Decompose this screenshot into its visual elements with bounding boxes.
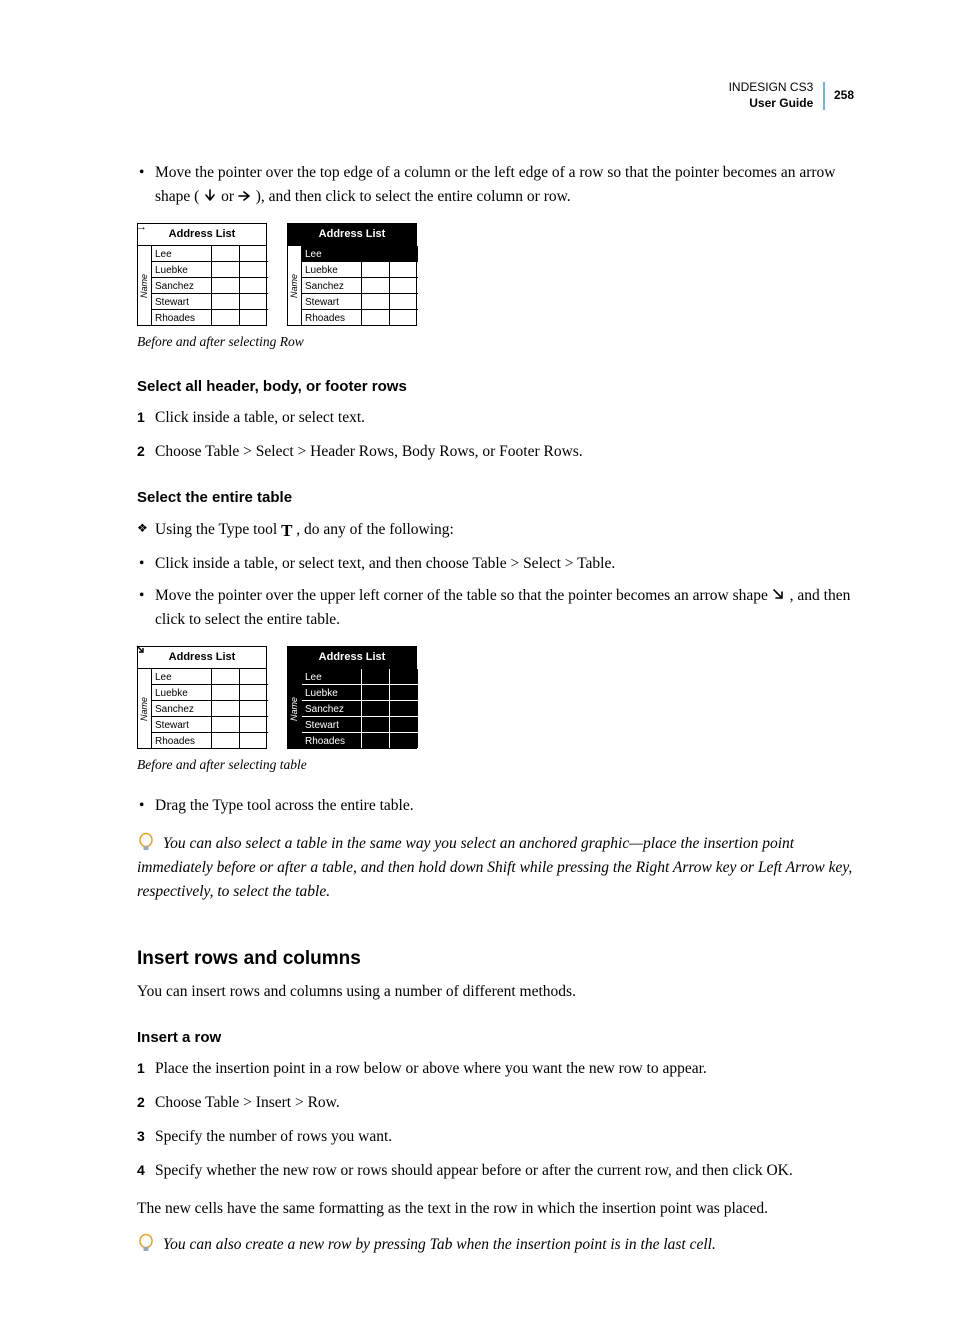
arrow-right-small-icon: →: [136, 222, 147, 233]
step-place-insertion: 1Place the insertion point in a row belo…: [137, 1057, 854, 1081]
heading-select-header-rows: Select all header, body, or footer rows: [137, 375, 854, 398]
heading-insert-rows-columns: Insert rows and columns: [137, 944, 854, 973]
table-after-row: Address List Name Lee Luebke Sanchez Ste…: [287, 223, 417, 326]
bullet-select-table-menu: Click inside a table, or select text, an…: [137, 552, 854, 576]
heading-insert-row: Insert a row: [137, 1026, 854, 1049]
arrow-down-icon: [203, 189, 217, 203]
table-before-all: Address List Name Lee Luebke Sanchez Ste…: [137, 646, 267, 749]
lightbulb-icon: [137, 1233, 155, 1255]
arrow-diag-small-icon: [136, 645, 146, 655]
arrow-diagonal-icon: [772, 588, 786, 602]
table-before-row: → Address List Name Lee Luebke Sanchez S…: [137, 223, 267, 326]
heading-select-entire-table: Select the entire table: [137, 486, 854, 509]
tip-tab-new-row: You can also create a new row by pressin…: [137, 1233, 854, 1257]
section-intro: You can insert rows and columns using a …: [137, 980, 854, 1004]
header-doc: User Guide: [749, 96, 813, 110]
type-tool-icon: T: [281, 518, 292, 544]
step-click-inside-table: 1Click inside a table, or select text.: [137, 406, 854, 430]
step-specify-rows: 3Specify the number of rows you want.: [137, 1125, 854, 1149]
figure-select-row: → Address List Name Lee Luebke Sanchez S…: [137, 223, 854, 326]
bullet-select-row-col: Move the pointer over the top edge of a …: [137, 161, 854, 209]
table-after-all: Address List Name Lee Luebke Sanchez Ste…: [287, 646, 417, 749]
figure2-caption: Before and after selecting table: [137, 755, 854, 776]
arrow-right-icon: [238, 189, 252, 203]
lead-type-tool: Using the Type tool T , do any of the fo…: [137, 518, 854, 544]
header-product: INDESIGN CS3: [729, 80, 814, 94]
page-header: INDESIGN CS3 User Guide 258: [137, 80, 854, 111]
bullet-select-table-corner: Move the pointer over the upper left cor…: [137, 584, 854, 632]
insert-row-note: The new cells have the same formatting a…: [137, 1197, 854, 1221]
header-page-number: 258: [834, 88, 854, 104]
step-choose-insert-row: 2Choose Table > Insert > Row.: [137, 1091, 854, 1115]
figure-select-table: Address List Name Lee Luebke Sanchez Ste…: [137, 646, 854, 749]
tip-select-anchored: You can also select a table in the same …: [137, 832, 854, 904]
step-specify-before-after: 4Specify whether the new row or rows sho…: [137, 1159, 854, 1183]
step-choose-select-rows: 2Choose Table > Select > Header Rows, Bo…: [137, 440, 854, 464]
bullet-drag-type-tool: Drag the Type tool across the entire tab…: [137, 794, 854, 818]
lightbulb-icon: [137, 832, 155, 854]
figure1-caption: Before and after selecting Row: [137, 332, 854, 353]
